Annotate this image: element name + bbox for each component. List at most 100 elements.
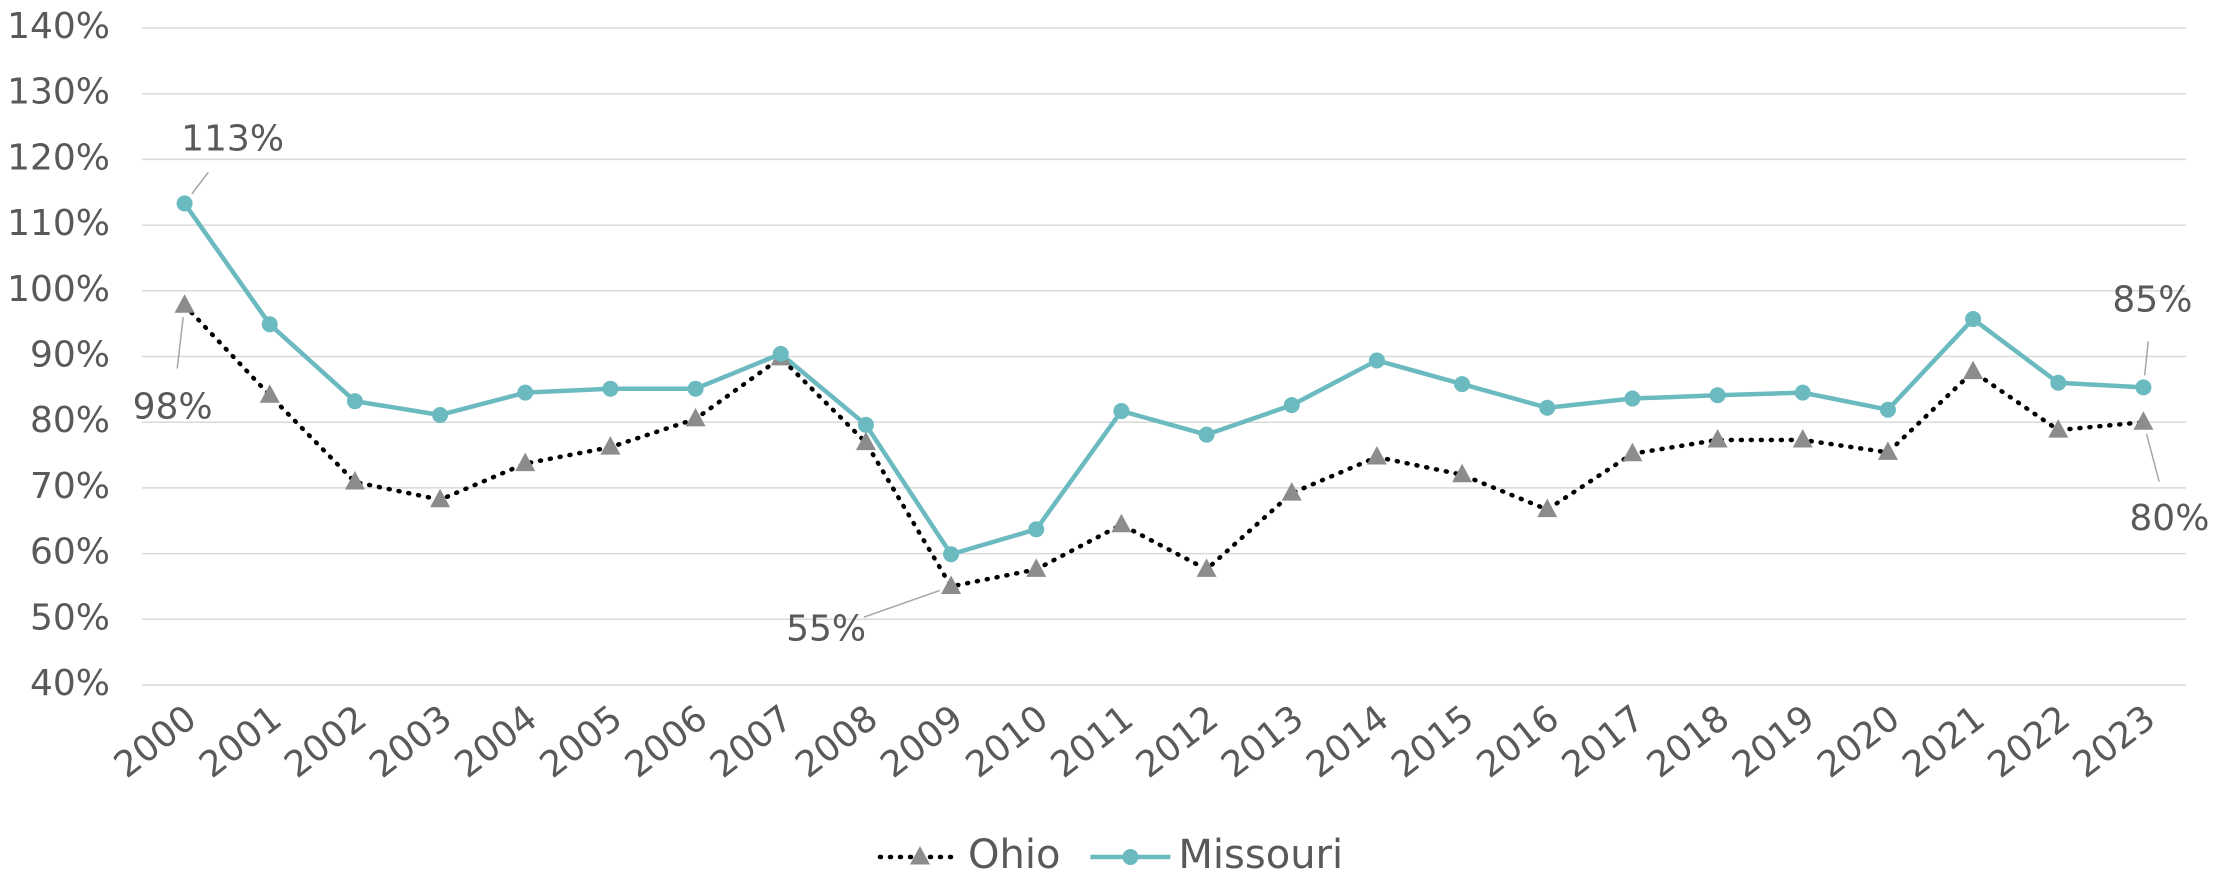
point-marker xyxy=(261,316,278,333)
point-marker xyxy=(1794,384,1811,401)
point-marker xyxy=(515,452,536,472)
point-marker xyxy=(1366,446,1387,465)
point-marker xyxy=(602,380,619,397)
leader-line xyxy=(191,171,209,195)
x-tick-label: 2000 xyxy=(107,698,204,787)
x-tick-label: 2011 xyxy=(1044,698,1141,787)
point-marker xyxy=(1624,390,1641,407)
point-marker xyxy=(2133,411,2154,430)
point-marker xyxy=(855,431,876,451)
y-tick-label: 90% xyxy=(30,335,110,376)
point-marker xyxy=(685,407,706,427)
legend-label: Missouri xyxy=(1178,832,1343,875)
point-marker xyxy=(2048,419,2069,438)
x-tick-label: 2017 xyxy=(1555,698,1652,787)
x-tick-label: 2020 xyxy=(1810,698,1907,787)
x-tick-label: 2004 xyxy=(448,698,545,787)
leader-line xyxy=(863,589,941,618)
x-tick-label: 2009 xyxy=(873,698,970,787)
point-marker xyxy=(1368,352,1385,369)
point-marker xyxy=(1537,498,1558,518)
point-marker xyxy=(600,436,621,455)
x-tick-label: 2005 xyxy=(533,698,630,787)
point-marker xyxy=(1111,513,1132,533)
point-marker xyxy=(1198,426,1215,443)
x-tick-label: 2014 xyxy=(1299,698,1396,787)
x-tick-label: 2018 xyxy=(1640,698,1737,787)
y-tick-label: 80% xyxy=(30,400,110,441)
x-tick-label: 2023 xyxy=(2066,698,2163,787)
point-marker xyxy=(1454,376,1471,393)
y-tick-label: 40% xyxy=(30,663,110,704)
series-line xyxy=(182,202,2144,557)
point-marker xyxy=(1792,428,1813,448)
point-marker xyxy=(346,393,363,410)
point-marker xyxy=(687,380,704,397)
x-tick-label: 2013 xyxy=(1214,698,1311,787)
x-tick-label: 2006 xyxy=(618,698,715,787)
data-label: 113% xyxy=(181,118,284,159)
point-marker xyxy=(1963,360,1984,380)
y-tick-label: 60% xyxy=(30,532,110,573)
point-marker xyxy=(1028,521,1045,538)
point-marker xyxy=(432,406,449,423)
point-marker xyxy=(1709,387,1726,404)
point-marker xyxy=(1452,463,1473,483)
point-marker xyxy=(517,384,534,401)
x-tick-label: 2015 xyxy=(1384,698,1481,787)
y-tick-label: 100% xyxy=(7,269,110,310)
point-marker xyxy=(1622,442,1643,462)
x-tick-label: 2012 xyxy=(1129,698,1226,787)
x-tick-label: 2010 xyxy=(959,698,1056,787)
x-tick-label: 2022 xyxy=(1981,698,2078,787)
y-tick-label: 130% xyxy=(7,72,110,113)
x-tick-label: 2016 xyxy=(1470,698,1567,787)
point-marker xyxy=(1113,403,1130,420)
x-tick-label: 2001 xyxy=(192,698,289,787)
point-marker xyxy=(174,294,195,313)
point-marker xyxy=(2050,374,2067,391)
point-marker xyxy=(2135,379,2152,396)
point-marker xyxy=(1196,558,1217,577)
point-marker xyxy=(1707,428,1728,448)
point-marker xyxy=(1879,401,1896,418)
point-marker xyxy=(941,575,962,594)
data-label: 80% xyxy=(2129,498,2209,539)
leader-line xyxy=(176,317,184,369)
point-marker xyxy=(1539,399,1556,416)
point-marker xyxy=(943,546,960,563)
point-marker xyxy=(1122,849,1139,865)
x-tick-label: 2007 xyxy=(703,698,800,787)
point-marker xyxy=(259,384,280,403)
y-tick-label: 110% xyxy=(7,203,110,244)
leader-line xyxy=(2143,341,2149,376)
x-tick-label: 2003 xyxy=(362,698,459,787)
legend-label: Ohio xyxy=(968,832,1060,875)
x-tick-label: 2021 xyxy=(1895,698,1992,787)
point-marker xyxy=(1026,558,1047,577)
leader-line xyxy=(2145,433,2160,482)
point-marker xyxy=(1281,482,1302,501)
x-tick-label: 2002 xyxy=(277,698,374,787)
data-label: 55% xyxy=(786,608,866,649)
point-marker xyxy=(857,416,874,433)
y-tick-label: 70% xyxy=(30,466,110,507)
point-marker xyxy=(176,195,193,212)
point-marker xyxy=(344,470,365,490)
x-tick-label: 2008 xyxy=(788,698,885,787)
data-label: 85% xyxy=(2112,279,2192,320)
point-marker xyxy=(1283,397,1300,414)
point-marker xyxy=(1965,311,1982,328)
point-marker xyxy=(910,846,930,865)
data-label: 98% xyxy=(133,386,213,427)
point-marker xyxy=(430,488,451,508)
y-tick-label: 50% xyxy=(30,597,110,638)
y-tick-label: 140% xyxy=(7,6,110,47)
series-line xyxy=(182,303,2146,589)
point-marker xyxy=(1877,441,1898,460)
y-tick-label: 120% xyxy=(7,137,110,178)
point-marker xyxy=(772,345,789,362)
x-tick-label: 2019 xyxy=(1725,698,1822,787)
